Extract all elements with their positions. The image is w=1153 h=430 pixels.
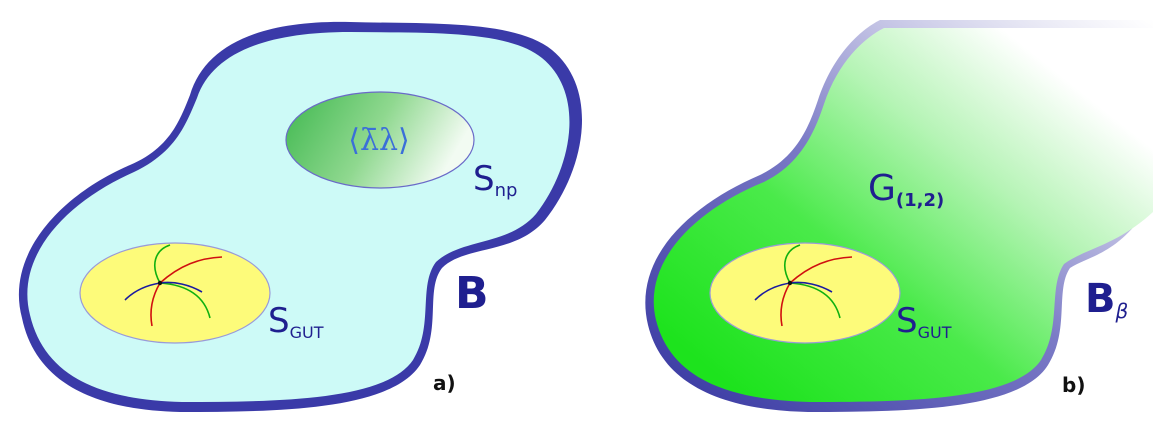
region-label-a: B [455,268,489,319]
gut-ellipse [79,242,271,344]
gut-curves [124,244,223,327]
curve-green-a2 [159,282,211,319]
panel-label-b: b) [1062,373,1085,397]
curve-red-a2 [150,282,161,327]
group-label: G(1,2) [868,168,944,211]
np-ellipse [285,91,475,189]
region-bbeta [653,28,1153,402]
panel-a: ⟨λ̄λ⟩ Snp SGUT B a) [18,21,583,412]
gut-curves-b [754,244,853,327]
gut-label-a: SGUT [268,301,324,342]
curve-green-b1 [784,244,801,284]
curve-green-a1 [154,244,171,284]
panel-label-a: a) [433,371,456,395]
curve-junction-b [787,280,793,286]
curve-red-a1 [159,256,223,284]
np-symbol: ⟨λ̄λ⟩ [348,123,409,158]
gut-ellipse-b [709,242,901,344]
curve-red-b2 [780,282,791,327]
curve-green-b2 [789,282,841,319]
curve-red-b1 [789,256,853,284]
panel-b: G(1,2) SGUT Bβ b) [645,20,1153,412]
curve-junction-a [157,280,163,286]
region-label-b: Bβ [1085,276,1129,323]
np-label: Snp [473,159,517,201]
region-b [27,32,570,402]
gut-label-b: SGUT [896,301,952,342]
